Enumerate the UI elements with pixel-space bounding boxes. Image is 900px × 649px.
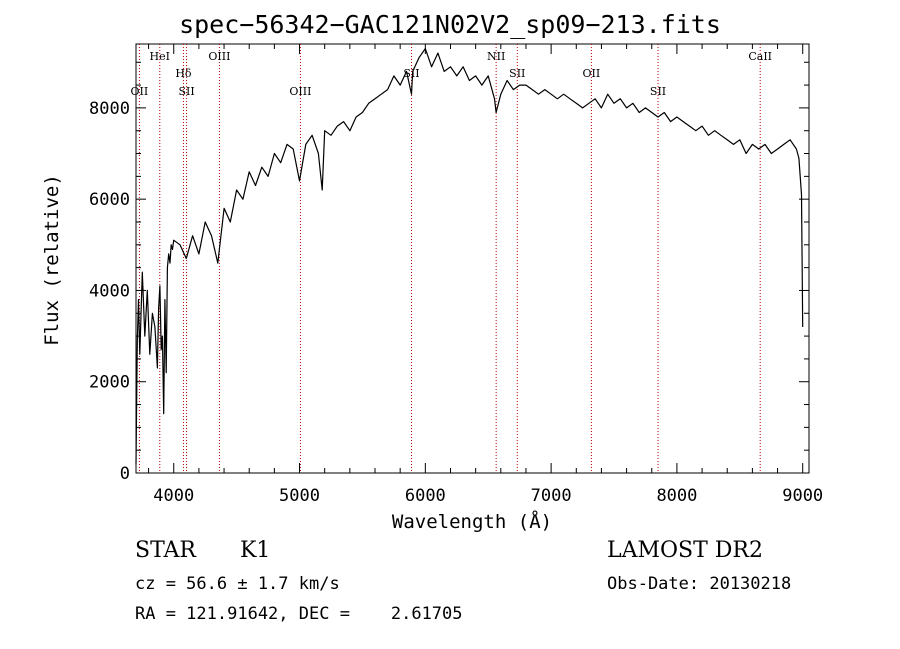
x-tick-label: 4000	[153, 486, 194, 506]
x-tick-label: 9000	[782, 486, 823, 506]
spectrum-series	[135, 47, 804, 464]
coordinates: RA = 121.91642, DEC = 2.61705	[135, 604, 463, 624]
observation-date: Obs-Date: 20130218	[607, 574, 792, 594]
emission-line-label: SII	[509, 67, 525, 80]
redshift-value: cz = 56.6 ± 1.7 km/s	[135, 574, 340, 594]
x-axis-label: Wavelength (Å)	[391, 511, 553, 533]
spectrum-line	[135, 47, 804, 464]
plot-frame	[135, 43, 810, 474]
emission-line-label: OII	[131, 85, 149, 98]
x-tick-label: 7000	[531, 486, 572, 506]
emission-line-label: OIII	[289, 85, 311, 98]
y-tick-label: 4000	[89, 281, 130, 301]
object-class: STAR	[135, 538, 196, 563]
y-tick-label: 2000	[89, 373, 130, 393]
object-subclass: K1	[240, 538, 271, 563]
emission-line-label: HeI	[150, 50, 170, 63]
y-axis-label: Flux (relative)	[41, 174, 63, 346]
y-tick-label: 8000	[89, 99, 130, 119]
emission-line-label: OIII	[208, 50, 230, 63]
emission-line-label: OII	[583, 67, 601, 80]
survey-name: LAMOST DR2	[607, 538, 763, 563]
emission-line-label: SII	[650, 85, 666, 98]
emission-line-label: NII	[487, 50, 505, 63]
x-tick-label: 6000	[405, 486, 446, 506]
axis-ticks: 4000 5000 6000 7000 8000 9000 0 2000 4000 6000 800…	[89, 44, 823, 506]
emission-line-label: CaII	[748, 50, 772, 63]
y-tick-label: 6000	[89, 190, 130, 210]
emission-line-label: SII	[178, 85, 194, 98]
y-tick-label: 0	[120, 464, 130, 484]
x-tick-label: 5000	[279, 486, 320, 506]
emission-line-label: Hδ	[175, 67, 192, 80]
x-tick-label: 8000	[656, 486, 697, 506]
chart-title: spec−56342−GAC121N02V2_sp09−213.fits	[179, 10, 721, 39]
